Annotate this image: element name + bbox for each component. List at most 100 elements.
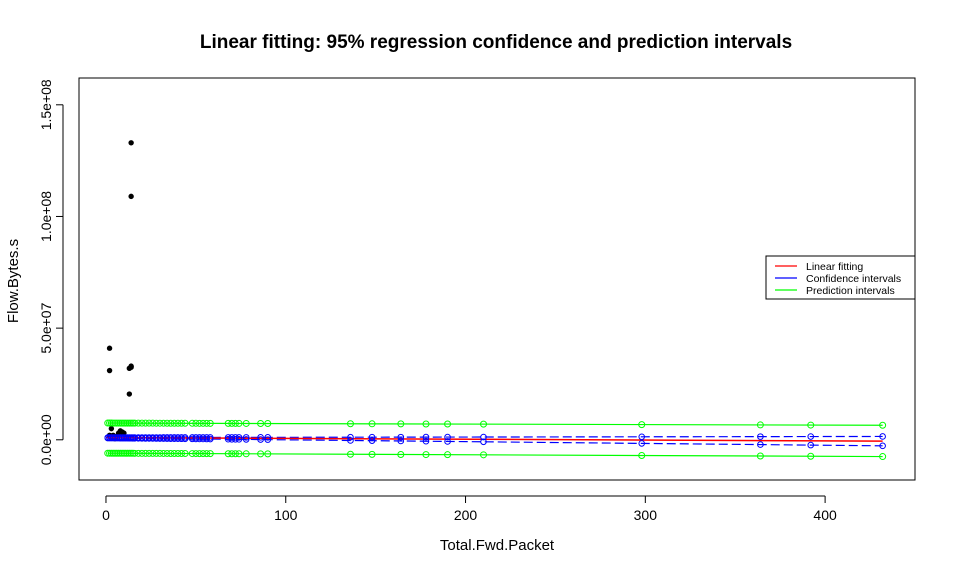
prediction-upper-line: [107, 422, 883, 426]
confidence-lower-marker: [422, 437, 430, 445]
confidence-lower-marker: [879, 442, 886, 450]
prediction-upper-marker: [231, 419, 239, 427]
prediction-upper-marker: [142, 419, 150, 427]
confidence-lower-marker: [757, 441, 764, 448]
linear-fit-line: [105, 436, 883, 442]
y-tick-label: 0.0e+00: [38, 414, 54, 465]
confidence-lower-marker: [232, 436, 239, 443]
prediction-lower-marker: [346, 450, 354, 458]
prediction-upper-marker: [638, 421, 646, 429]
prediction-lower-marker: [199, 450, 207, 458]
observed-point: [106, 367, 113, 374]
confidence-upper-marker: [257, 434, 264, 441]
prediction-lower-marker: [163, 449, 171, 457]
plot-area: [104, 140, 887, 461]
confidence-lower-marker: [160, 435, 167, 442]
prediction-lower-marker: [422, 451, 430, 459]
confidence-lower-marker: [142, 435, 149, 442]
confidence-upper-marker: [264, 434, 272, 441]
confidence-lower-marker: [163, 435, 171, 442]
confidence-lower-marker: [444, 438, 451, 445]
confidence-lower-marker: [131, 434, 139, 442]
prediction-upper-marker: [264, 420, 272, 428]
confidence-lower-marker: [242, 436, 250, 443]
prediction-upper-marker: [174, 419, 182, 427]
prediction-upper-marker: [145, 419, 153, 427]
x-axis: 0 100 200 300 400: [102, 495, 837, 523]
confidence-upper-marker: [879, 433, 886, 440]
y-tick-label: 5.0e+07: [38, 302, 54, 353]
y-tick-label: 1.5e+08: [38, 79, 54, 130]
x-tick-label: 100: [274, 507, 298, 523]
prediction-lower-marker: [142, 449, 150, 457]
prediction-upper-marker: [257, 419, 265, 427]
confidence-lower-marker: [203, 435, 210, 443]
prediction-upper-marker: [152, 419, 160, 427]
prediction-lower-marker: [257, 450, 265, 458]
prediction-lower-marker: [638, 452, 646, 460]
confidence-lower-marker: [181, 435, 189, 443]
confidence-upper-marker: [347, 433, 354, 441]
prediction-lower-marker: [397, 450, 405, 458]
chart-title: Linear fitting: 95% regression confidenc…: [200, 32, 792, 53]
prediction-upper-marker: [138, 419, 146, 427]
x-tick-label: 200: [454, 507, 478, 523]
prediction-lower-marker: [177, 450, 185, 458]
y-tick-label: 1.0e+08: [38, 191, 54, 242]
confidence-lower-marker: [257, 436, 264, 443]
confidence-lower-marker: [178, 435, 185, 443]
observed-point: [108, 425, 115, 432]
prediction-upper-marker: [422, 420, 430, 428]
confidence-upper-marker: [444, 433, 451, 441]
prediction-upper-marker: [199, 419, 207, 427]
prediction-lower-marker: [206, 450, 214, 458]
confidence-upper-marker: [807, 433, 815, 440]
confidence-upper-line: [107, 435, 883, 439]
prediction-lower-marker: [807, 452, 815, 460]
confidence-lower-marker: [149, 435, 157, 442]
confidence-upper-marker: [638, 433, 646, 441]
y-axis-label: Flow.Bytes.s: [5, 239, 22, 323]
observed-point: [128, 193, 134, 200]
confidence-lower-marker: [170, 435, 178, 442]
prediction-lower-marker: [242, 450, 250, 458]
confidence-lower-marker: [199, 435, 207, 443]
confidence-upper-marker: [224, 434, 232, 441]
confidence-upper-marker: [757, 433, 764, 440]
prediction-upper-marker: [156, 419, 164, 427]
prediction-lower-marker: [138, 449, 146, 457]
legend-label: Prediction intervals: [806, 285, 895, 297]
confidence-lower-marker: [153, 435, 160, 442]
confidence-lower-marker: [638, 440, 646, 447]
prediction-upper-marker: [203, 419, 211, 427]
prediction-upper-marker: [397, 420, 405, 428]
observed-point: [128, 140, 134, 146]
prediction-upper-marker: [188, 419, 196, 427]
observed-point: [128, 363, 134, 369]
prediction-lower-marker: [134, 449, 142, 457]
prediction-lower-marker: [167, 449, 175, 457]
prediction-upper-marker: [134, 419, 142, 427]
prediction-lower-marker: [192, 450, 200, 458]
confidence-upper-marker: [232, 434, 239, 441]
prediction-lower-marker: [444, 451, 452, 459]
prediction-lower-marker: [231, 450, 239, 458]
prediction-upper-marker: [192, 419, 200, 427]
prediction-lower-marker: [159, 449, 167, 457]
x-axis-label: Total.Fwd.Packet: [440, 537, 555, 554]
confidence-lower-marker: [138, 435, 146, 442]
prediction-lower-marker: [188, 450, 196, 458]
confidence-lower-marker: [224, 435, 232, 443]
confidence-lower-marker: [156, 435, 164, 442]
confidence-lower-marker: [145, 435, 153, 442]
confidence-upper-marker: [228, 434, 236, 441]
prediction-lower-marker: [152, 449, 160, 457]
prediction-lower-marker: [264, 450, 272, 458]
confidence-lower-marker: [397, 437, 405, 445]
confidence-lower-marker: [347, 437, 354, 444]
y-axis: 0.0e+00 5.0e+07 1.0e+08 1.5e+08: [38, 79, 64, 465]
prediction-upper-marker: [807, 421, 815, 429]
prediction-upper-marker: [181, 419, 189, 427]
confidence-lower-marker: [192, 435, 200, 443]
prediction-upper-marker: [159, 419, 167, 427]
